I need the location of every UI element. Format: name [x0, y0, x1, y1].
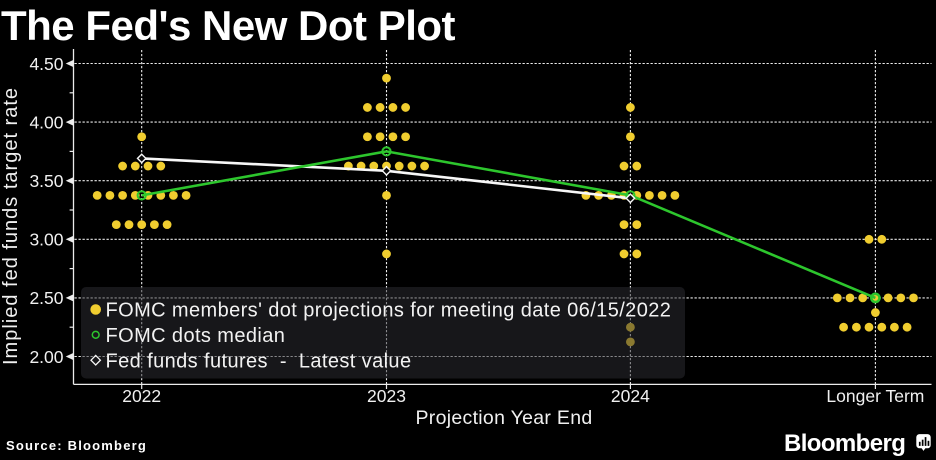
svg-text:2022: 2022: [122, 386, 161, 406]
svg-text:4.50: 4.50: [29, 54, 63, 74]
svg-text:Projection Year End: Projection Year End: [416, 407, 593, 429]
svg-text:Longer Term: Longer Term: [826, 386, 924, 406]
svg-text:4.00: 4.00: [29, 112, 63, 132]
svg-text:2024: 2024: [611, 386, 650, 406]
svg-text:Implied fed funds target rate: Implied fed funds target rate: [0, 87, 22, 365]
svg-text:FOMC members' dot projections: FOMC members' dot projections for meetin…: [106, 300, 672, 322]
svg-text:2023: 2023: [367, 386, 406, 406]
svg-text:2.00: 2.00: [29, 347, 63, 367]
svg-text:3.00: 3.00: [29, 230, 63, 250]
svg-text:2.50: 2.50: [29, 288, 63, 308]
svg-text:Fed funds futures - Latest v: Fed funds futures - Latest value: [106, 350, 412, 372]
svg-text:FOMC dots median: FOMC dots median: [106, 325, 286, 347]
svg-text:3.50: 3.50: [29, 171, 63, 191]
